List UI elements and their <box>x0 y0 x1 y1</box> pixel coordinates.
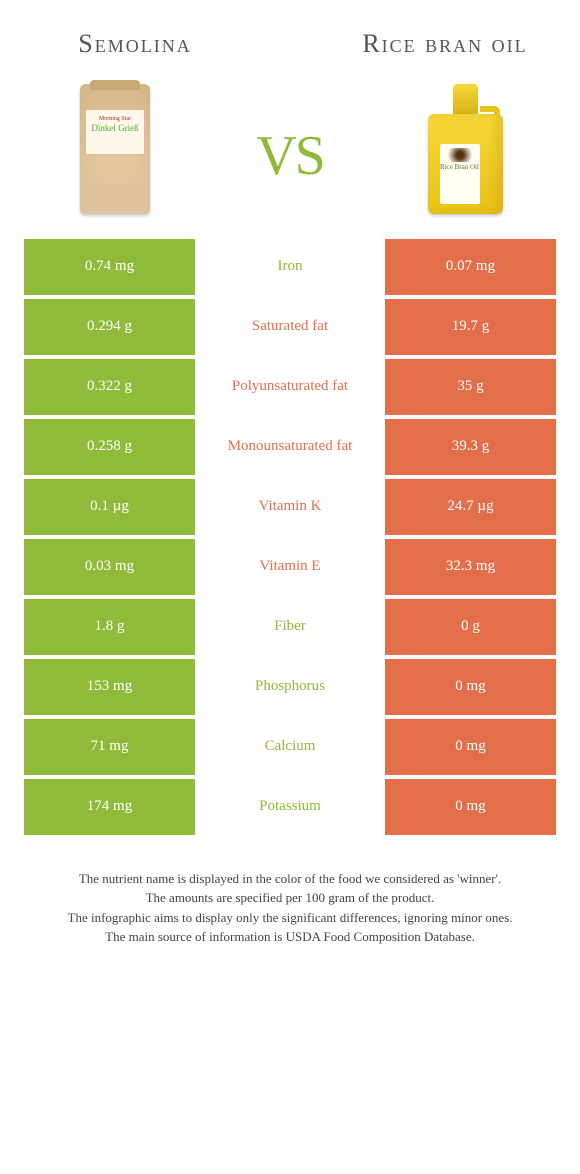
value-left: 153 mg <box>24 659 195 715</box>
value-right: 35 g <box>385 359 556 415</box>
value-left: 0.1 µg <box>24 479 195 535</box>
nutrient-row: 174 mgPotassium0 mg <box>24 779 556 835</box>
nutrient-name: Potassium <box>195 779 385 835</box>
nutrient-name: Vitamin E <box>195 539 385 595</box>
value-right: 0 mg <box>385 779 556 835</box>
semolina-image: Morning Star Dinkel Grieß <box>40 79 190 219</box>
value-right: 0 mg <box>385 659 556 715</box>
oil-bottle-icon: Rice Bran Oil <box>423 84 508 214</box>
nutrient-row: 0.294 gSaturated fat19.7 g <box>24 299 556 355</box>
nutrient-name: Saturated fat <box>195 299 385 355</box>
value-right: 39.3 g <box>385 419 556 475</box>
footer-line: The infographic aims to display only the… <box>30 908 550 928</box>
nutrient-name: Calcium <box>195 719 385 775</box>
nutrient-row: 0.03 mgVitamin E32.3 mg <box>24 539 556 595</box>
value-left: 0.74 mg <box>24 239 195 295</box>
value-right: 0 g <box>385 599 556 655</box>
nutrient-row: 0.1 µgVitamin K24.7 µg <box>24 479 556 535</box>
header-spacer <box>230 30 350 59</box>
nutrient-name: Iron <box>195 239 385 295</box>
nutrient-table: 0.74 mgIron0.07 mg0.294 gSaturated fat19… <box>0 239 580 835</box>
header: Semolina Rice bran oil <box>0 0 580 69</box>
value-left: 174 mg <box>24 779 195 835</box>
value-right: 19.7 g <box>385 299 556 355</box>
nutrient-name: Polyunsaturated fat <box>195 359 385 415</box>
value-right: 32.3 mg <box>385 539 556 595</box>
footer-line: The main source of information is USDA F… <box>30 927 550 947</box>
value-left: 0.258 g <box>24 419 195 475</box>
oil-label: Rice Bran Oil <box>440 144 480 204</box>
footer-line: The nutrient name is displayed in the co… <box>30 869 550 889</box>
value-left: 0.322 g <box>24 359 195 415</box>
nutrient-row: 0.322 gPolyunsaturated fat35 g <box>24 359 556 415</box>
nutrient-name: Monounsaturated fat <box>195 419 385 475</box>
vs-label: vs <box>256 103 324 194</box>
nutrient-name: Phosphorus <box>195 659 385 715</box>
semolina-bag-icon: Morning Star Dinkel Grieß <box>80 84 150 214</box>
value-right: 0.07 mg <box>385 239 556 295</box>
value-left: 1.8 g <box>24 599 195 655</box>
nutrient-row: 0.74 mgIron0.07 mg <box>24 239 556 295</box>
nutrient-row: 1.8 gFiber0 g <box>24 599 556 655</box>
value-left: 0.294 g <box>24 299 195 355</box>
value-right: 24.7 µg <box>385 479 556 535</box>
footer-line: The amounts are specified per 100 gram o… <box>30 888 550 908</box>
footer-notes: The nutrient name is displayed in the co… <box>0 839 580 947</box>
nutrient-name: Vitamin K <box>195 479 385 535</box>
value-right: 0 mg <box>385 719 556 775</box>
value-left: 0.03 mg <box>24 539 195 595</box>
nutrient-row: 0.258 gMonounsaturated fat39.3 g <box>24 419 556 475</box>
title-right: Rice bran oil <box>350 30 540 59</box>
value-left: 71 mg <box>24 719 195 775</box>
oil-image: Rice Bran Oil <box>390 79 540 219</box>
bag-text: Dinkel Grieß <box>91 123 138 133</box>
nutrient-row: 153 mgPhosphorus0 mg <box>24 659 556 715</box>
title-left: Semolina <box>40 30 230 59</box>
nutrient-name: Fiber <box>195 599 385 655</box>
bag-brand: Morning Star <box>86 116 144 122</box>
images-row: Morning Star Dinkel Grieß vs Rice Bran O… <box>0 69 580 239</box>
nutrient-row: 71 mgCalcium0 mg <box>24 719 556 775</box>
